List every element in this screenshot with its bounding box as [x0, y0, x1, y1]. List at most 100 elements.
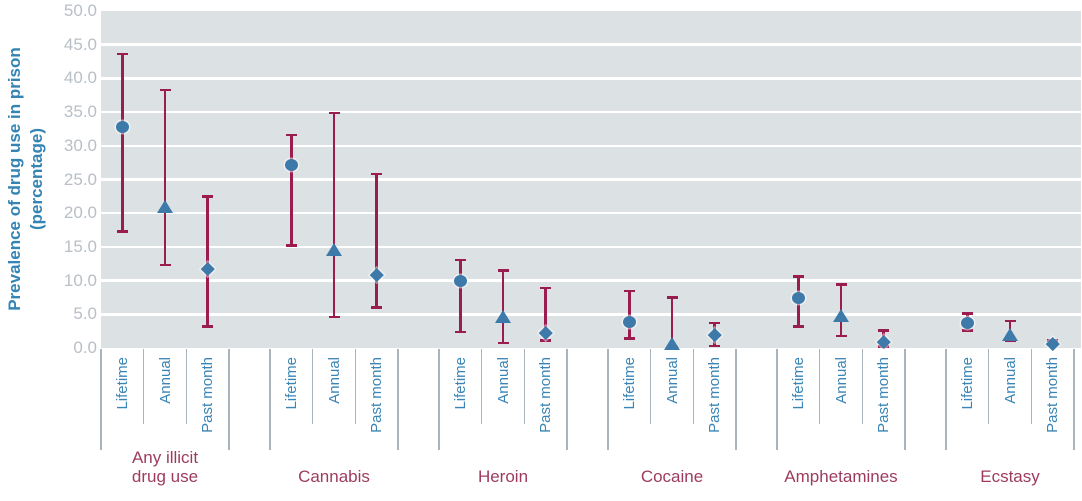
data-point-triangle-annual	[495, 309, 511, 323]
y-tick-label: 25.0	[63, 169, 97, 189]
error-bar-cap-top	[961, 312, 973, 315]
error-bar	[628, 290, 631, 339]
error-bar-cap-top	[792, 275, 804, 278]
category-label-line: Cocaine	[640, 467, 704, 486]
period-label: Lifetime	[282, 357, 300, 410]
period-label: Past month	[1044, 357, 1062, 433]
y-tick-label: 0.0	[73, 338, 97, 357]
x-axis-tick	[735, 349, 737, 450]
category-label: Heroin	[418, 448, 588, 486]
period-label: Past month	[368, 357, 386, 433]
category-label-line: Any illicit	[131, 448, 199, 467]
data-point-circle-lifetime	[960, 317, 974, 330]
data-point-triangle-annual	[326, 243, 342, 257]
category-label-line: Cannabis	[298, 467, 370, 486]
y-tick-label: 20.0	[63, 203, 97, 223]
period-label: Annual	[832, 357, 850, 404]
error-bar-cap-top	[202, 195, 214, 198]
error-bar-cap-bottom	[371, 306, 383, 309]
x-axis-tick	[100, 349, 102, 450]
x-axis-tick	[354, 349, 357, 424]
error-bar	[290, 135, 293, 246]
error-bar-cap-bottom	[159, 263, 171, 267]
error-bar-cap-bottom	[792, 325, 804, 328]
period-label: Annual	[663, 357, 681, 404]
error-bar	[670, 297, 674, 348]
error-bar-cap-top	[878, 329, 890, 332]
data-point-circle-lifetime	[115, 120, 129, 133]
error-bar-cap-bottom	[1004, 340, 1016, 343]
gridline	[101, 110, 1081, 114]
y-tick-label: 10.0	[63, 270, 97, 290]
gridline	[101, 313, 1081, 316]
x-axis-tick	[142, 349, 145, 424]
category-label: Cocaine	[587, 448, 757, 486]
category-label-line: Amphetamines	[784, 467, 898, 486]
x-axis-tick	[1030, 349, 1033, 424]
error-bar-cap-top	[285, 133, 297, 137]
category-label-line: Heroin	[477, 467, 529, 486]
period-label: Lifetime	[113, 357, 131, 410]
error-bar-cap-bottom	[497, 342, 509, 345]
data-point-circle-lifetime	[453, 274, 467, 287]
error-bar	[375, 174, 378, 308]
x-axis-tick	[776, 349, 778, 450]
x-axis-tick	[397, 349, 399, 450]
period-label: Past month	[199, 357, 217, 433]
error-bar	[544, 288, 547, 341]
gridline	[101, 178, 1081, 181]
period-label: Past month	[537, 357, 555, 433]
period-label: Lifetime	[620, 357, 638, 410]
x-axis-tick	[480, 349, 483, 424]
error-bar-cap-top	[623, 289, 635, 292]
data-point-circle-lifetime	[284, 158, 298, 171]
x-axis-tick	[861, 349, 864, 424]
period-label: Annual	[1001, 357, 1019, 404]
x-axis-tick	[185, 349, 188, 424]
gridline	[101, 245, 1081, 249]
error-bar-cap-bottom	[540, 339, 552, 342]
error-bar-cap-bottom	[454, 330, 466, 333]
x-axis-tick	[269, 349, 271, 450]
x-axis-tick	[987, 349, 990, 424]
error-bar-cap-top	[328, 111, 340, 114]
error-bar	[121, 54, 124, 232]
period-label: Annual	[156, 357, 174, 404]
y-tick-label: 5.0	[73, 304, 97, 324]
error-bar	[459, 259, 462, 332]
y-tick-label: 40.0	[63, 68, 97, 88]
x-axis-tick	[566, 349, 568, 450]
error-bar-cap-top	[835, 283, 847, 286]
period-label: Annual	[494, 357, 512, 404]
error-bar-cap-top	[666, 296, 678, 299]
error-bar-cap-top	[497, 269, 509, 272]
y-tick-label: 15.0	[63, 236, 97, 256]
x-axis-tick	[228, 349, 230, 450]
data-point-circle-lifetime	[791, 292, 805, 305]
y-tick-label: 30.0	[63, 135, 97, 155]
error-bar-cap-bottom	[285, 244, 297, 247]
category-label: Ecstasy	[925, 448, 1082, 486]
error-bar	[163, 89, 167, 266]
error-bar-cap-bottom	[328, 315, 340, 319]
error-bar-cap-bottom	[202, 325, 214, 328]
category-label-line: drug use	[131, 467, 199, 486]
gridline	[101, 77, 1081, 80]
gridline	[101, 144, 1081, 148]
error-bar-cap-top	[540, 286, 552, 290]
x-axis-tick	[523, 349, 526, 424]
error-bar-cap-bottom	[116, 230, 128, 233]
error-bar	[206, 196, 209, 327]
error-bar-cap-top	[159, 88, 171, 92]
period-label: Lifetime	[789, 357, 807, 410]
period-label: Past month	[875, 357, 893, 433]
error-bar-cap-bottom	[835, 334, 847, 338]
x-axis-tick	[818, 349, 821, 424]
error-bar	[501, 270, 505, 344]
error-bar-cap-top	[116, 52, 128, 56]
category-label: Amphetamines	[756, 448, 926, 486]
gridline	[101, 211, 1081, 215]
data-point-triangle-annual	[1002, 328, 1018, 342]
error-bar-cap-top	[454, 258, 466, 261]
error-bar-cap-top	[709, 321, 721, 325]
